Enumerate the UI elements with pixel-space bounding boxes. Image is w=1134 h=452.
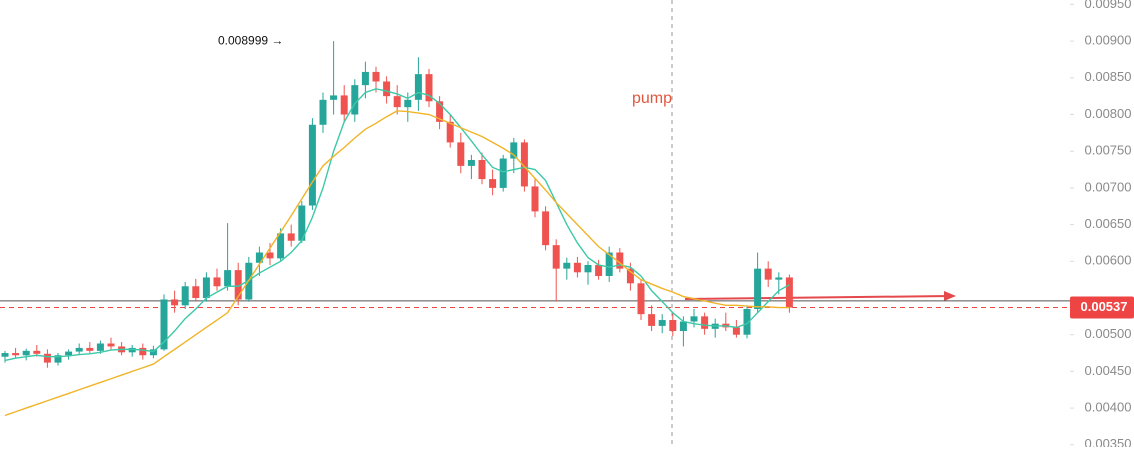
candle-body	[510, 142, 518, 159]
candle-body	[785, 277, 793, 308]
candle-body	[637, 283, 645, 315]
candle-body	[43, 353, 51, 363]
moving-average	[4, 110, 790, 417]
candle-body	[308, 124, 316, 206]
candle-body	[330, 95, 338, 100]
y-tick-label: 0.00750	[1085, 143, 1132, 158]
candle-body	[489, 179, 497, 188]
candle-body	[383, 81, 391, 97]
candle-body	[520, 142, 528, 187]
candle-body	[743, 309, 751, 335]
candle-body	[181, 286, 189, 306]
candle-body	[679, 321, 687, 332]
candle-body	[605, 252, 613, 276]
candle-body	[552, 245, 560, 269]
y-tick-label: 0.00350	[1085, 436, 1132, 447]
candle-body	[171, 299, 179, 306]
candle-body	[54, 355, 62, 363]
candle-body	[595, 264, 603, 276]
candle-body	[351, 85, 359, 115]
candle-body	[139, 347, 147, 356]
candle-body	[754, 268, 762, 310]
candle-body	[467, 160, 475, 166]
candle-body	[361, 71, 369, 86]
candle-body	[372, 71, 380, 82]
moving-average	[4, 88, 790, 362]
candle-body	[658, 320, 666, 326]
candle-body	[732, 327, 740, 335]
y-tick-label: 0.00600	[1085, 253, 1132, 268]
candle-body	[96, 343, 104, 351]
candle-body	[65, 351, 73, 356]
candle-body	[202, 277, 210, 298]
candle-body	[436, 101, 444, 122]
candle-body	[626, 268, 634, 284]
candle-body	[648, 314, 656, 326]
y-tick-label: 0.00950	[1085, 0, 1132, 11]
candle-body	[457, 142, 465, 166]
arrow-head	[944, 291, 956, 301]
candle-body	[266, 252, 274, 259]
y-tick-label: 0.00400	[1085, 400, 1132, 415]
arrow-line	[684, 295, 951, 300]
candle-body	[775, 277, 783, 280]
candle-body	[255, 252, 263, 263]
y-tick-label: 0.00900	[1085, 33, 1132, 48]
candle-body	[499, 158, 507, 188]
candle-body	[669, 320, 677, 332]
candle-body	[764, 268, 772, 280]
candle-body	[616, 252, 624, 269]
candle-body	[478, 160, 486, 180]
annotation-high: 0.008999 →	[218, 33, 283, 47]
y-tick-label: 0.00800	[1085, 106, 1132, 121]
candle-body	[213, 277, 221, 287]
candle-body	[584, 264, 592, 273]
candle-body	[531, 186, 539, 212]
candle-body	[393, 96, 401, 108]
y-tick-label: 0.00850	[1085, 69, 1132, 84]
y-tick-label: 0.00650	[1085, 216, 1132, 231]
y-tick-label: 0.00700	[1085, 179, 1132, 194]
candle-body	[234, 270, 242, 300]
candle-body	[224, 270, 232, 287]
candle-body	[425, 74, 433, 102]
candle-body	[701, 316, 709, 329]
candle-body	[446, 121, 454, 143]
candle-body	[107, 343, 115, 347]
candle-body	[75, 347, 83, 352]
candle-body	[22, 350, 30, 356]
candle-body	[340, 95, 348, 115]
candle-body	[690, 316, 698, 322]
candle-body	[33, 350, 41, 354]
candle-body	[404, 99, 412, 108]
candle-body	[414, 74, 422, 100]
y-tick-label: 0.00450	[1085, 363, 1132, 378]
candle-body	[12, 353, 20, 356]
last-price-box	[1070, 296, 1134, 319]
candle-body	[1, 353, 9, 357]
candle-body	[287, 233, 295, 241]
candle-body	[192, 286, 200, 298]
last-price-label: 0.00537	[1081, 299, 1128, 314]
candle-body	[149, 349, 157, 356]
candle-body	[277, 233, 285, 259]
y-tick-label: 0.00500	[1085, 326, 1132, 341]
candle-body	[542, 211, 550, 246]
candle-body	[563, 262, 571, 269]
candle-body	[86, 347, 94, 351]
candle-body	[128, 347, 136, 353]
candle-body	[298, 205, 306, 241]
candle-body	[160, 299, 168, 350]
candle-body	[319, 99, 327, 125]
annotation-pump: pump	[632, 90, 672, 107]
candle-body	[573, 262, 581, 273]
